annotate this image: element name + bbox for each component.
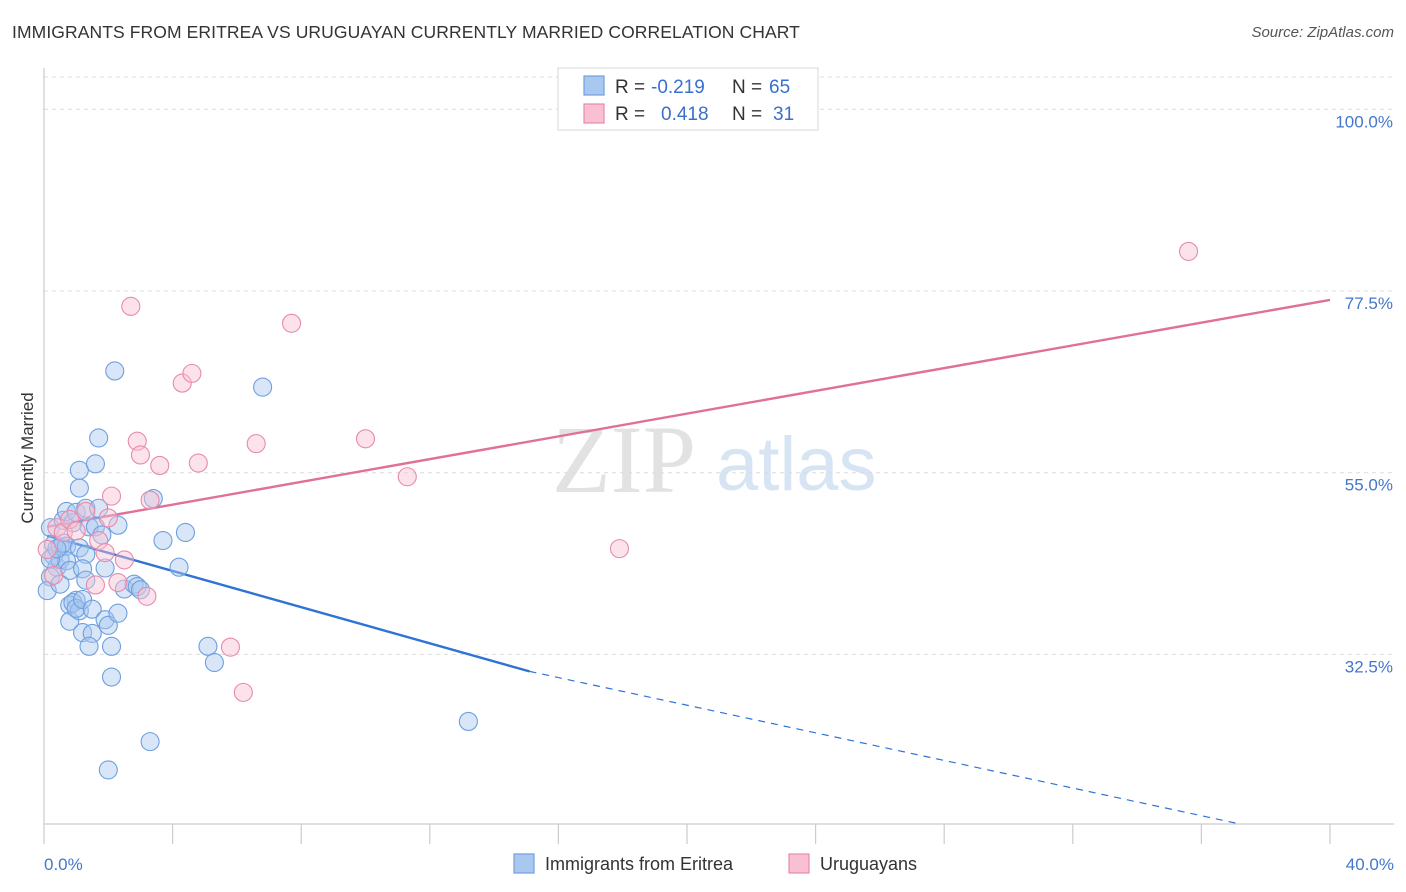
data-point <box>169 557 189 577</box>
data-point <box>1178 241 1199 261</box>
bottom-legend-swatch-uruguayans <box>788 853 810 874</box>
data-point <box>89 428 109 448</box>
data-point <box>246 434 266 454</box>
x-tick-label: 0.0% <box>44 855 83 874</box>
data-point <box>609 539 630 559</box>
data-point <box>140 490 160 510</box>
data-point <box>95 558 115 578</box>
watermark: ZIP atlas <box>552 406 877 513</box>
data-point <box>108 603 128 623</box>
chart-source: Source: ZipAtlas.com <box>1251 24 1394 41</box>
bottom-legend-label-eritrea: Immigrants from Eritrea <box>545 854 734 874</box>
data-point <box>458 711 478 731</box>
trend-line <box>47 298 1331 528</box>
axes <box>43 68 1394 844</box>
data-point <box>101 636 122 656</box>
data-point <box>69 478 89 498</box>
trend-line-extension <box>529 670 1241 825</box>
data-point <box>105 361 125 381</box>
legend-r-label-uruguayans: R = <box>615 104 645 125</box>
y-tick-label: 55.0% <box>1345 476 1393 495</box>
chart-title: IMMIGRANTS FROM ERITREA VS URUGUAYAN CUR… <box>12 22 800 42</box>
data-point <box>204 652 224 673</box>
data-point <box>108 515 128 535</box>
data-point <box>253 377 273 397</box>
data-point <box>175 522 196 543</box>
data-point <box>153 530 173 551</box>
data-point <box>282 313 302 333</box>
data-point <box>98 760 118 780</box>
trend-line <box>46 534 530 673</box>
bottom-legend-label-uruguayans: Uruguayans <box>820 854 917 874</box>
data-point <box>150 455 170 475</box>
data-point <box>188 453 208 473</box>
y-tick-label: 77.5% <box>1345 294 1393 313</box>
legend-n-label-eritrea: N = <box>732 77 762 98</box>
data-point <box>137 586 157 606</box>
data-point <box>73 559 93 579</box>
legend-r-label-eritrea: R = <box>615 77 645 98</box>
data-point <box>233 682 253 702</box>
data-point <box>130 445 150 465</box>
legend-r-value-eritrea: -0.219 <box>651 77 705 98</box>
data-point <box>79 636 99 656</box>
data-point <box>114 550 134 570</box>
data-point <box>101 486 122 506</box>
series-eritrea <box>37 361 478 780</box>
data-points <box>37 241 1199 780</box>
data-point <box>140 732 160 752</box>
data-point <box>66 502 86 522</box>
data-point <box>66 521 86 541</box>
series-uruguayans <box>37 241 1199 702</box>
data-point <box>172 373 192 393</box>
watermark-atlas: atlas <box>716 422 877 507</box>
data-point <box>60 509 80 530</box>
data-point <box>76 570 96 590</box>
data-point <box>82 599 102 619</box>
data-point <box>47 539 67 559</box>
y-tick-label: 100.0% <box>1335 112 1393 131</box>
data-point <box>85 575 105 595</box>
data-point <box>98 508 118 528</box>
watermark-zip: ZIP <box>552 406 696 513</box>
x-tick-label: 40.0% <box>1346 855 1394 874</box>
data-point <box>101 667 122 687</box>
legend-swatch-eritrea <box>583 75 605 96</box>
data-point <box>89 530 109 551</box>
legend-swatch-uruguayans <box>583 103 605 124</box>
legend-r-value-uruguayans: 0.418 <box>661 104 709 125</box>
bottom-legend: Immigrants from Eritrea Uruguayans <box>513 853 917 874</box>
y-axis-label: Currently Married <box>18 392 37 523</box>
data-point <box>73 589 93 610</box>
grid <box>44 76 1394 655</box>
data-point <box>182 363 202 383</box>
data-point <box>143 489 163 509</box>
data-point <box>397 467 417 487</box>
data-point <box>89 498 109 518</box>
data-point <box>37 539 57 559</box>
data-point <box>44 565 64 585</box>
data-point <box>127 577 147 597</box>
data-point <box>220 637 241 657</box>
data-point <box>121 296 141 316</box>
data-point <box>76 501 96 522</box>
trend-lines <box>46 298 1331 825</box>
data-point <box>69 460 89 480</box>
data-point <box>108 572 128 593</box>
legend-box: R = -0.219 N = 65 R = 0.418 N = 31 <box>557 67 819 131</box>
data-point <box>76 544 96 564</box>
bottom-legend-swatch-eritrea <box>513 853 535 874</box>
data-point <box>198 636 218 656</box>
legend-n-value-eritrea: 65 <box>769 77 790 98</box>
data-point <box>95 543 115 563</box>
tick-labels: 100.0% 77.5% 55.0% 32.5% 0.0% 40.0% <box>44 112 1394 874</box>
legend-n-value-uruguayans: 31 <box>773 104 794 125</box>
legend-n-label-uruguayans: N = <box>732 104 762 125</box>
data-point <box>85 454 105 474</box>
data-point <box>355 429 376 449</box>
y-tick-label: 32.5% <box>1345 657 1393 676</box>
